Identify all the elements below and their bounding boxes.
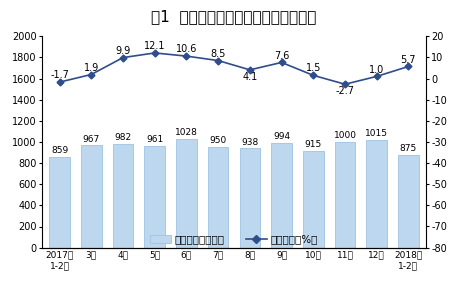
Text: 图1  规模以上工业原煤产量月度走势图: 图1 规模以上工业原煤产量月度走势图 [151,9,317,24]
Text: -1.7: -1.7 [50,70,69,80]
Bar [366,140,387,248]
Text: 875: 875 [400,144,417,153]
Text: 9.9: 9.9 [116,46,131,56]
Text: 1.0: 1.0 [369,65,384,75]
Bar [240,149,260,248]
Bar [176,139,197,248]
Text: -2.7: -2.7 [336,86,354,96]
Text: 1.5: 1.5 [306,63,321,73]
Bar [271,143,292,248]
Text: 4.1: 4.1 [242,72,257,82]
Text: 938: 938 [241,138,258,146]
Text: 967: 967 [83,134,100,143]
Text: 10.6: 10.6 [176,44,197,54]
Text: 915: 915 [305,140,322,149]
Text: 982: 982 [115,133,132,142]
Text: 7.6: 7.6 [274,50,289,60]
Text: 994: 994 [273,132,290,141]
Text: 5.7: 5.7 [401,55,416,65]
Bar [81,146,102,248]
Legend: 日均产量（万吨）, 当月增速（%）: 日均产量（万吨）, 当月增速（%） [150,235,318,245]
Bar [145,146,165,248]
Bar [303,151,323,248]
Text: 961: 961 [146,135,163,144]
Text: 8.5: 8.5 [211,49,226,59]
Text: 950: 950 [210,136,227,145]
Text: 1.9: 1.9 [84,63,99,72]
Bar [398,155,419,248]
Text: 1015: 1015 [365,130,388,138]
Text: 859: 859 [51,146,68,155]
Text: 1000: 1000 [334,131,357,140]
Bar [113,144,133,248]
Bar [335,142,355,248]
Text: 1028: 1028 [175,128,198,137]
Text: 12.1: 12.1 [144,41,166,51]
Bar [208,147,228,248]
Bar [49,157,70,248]
